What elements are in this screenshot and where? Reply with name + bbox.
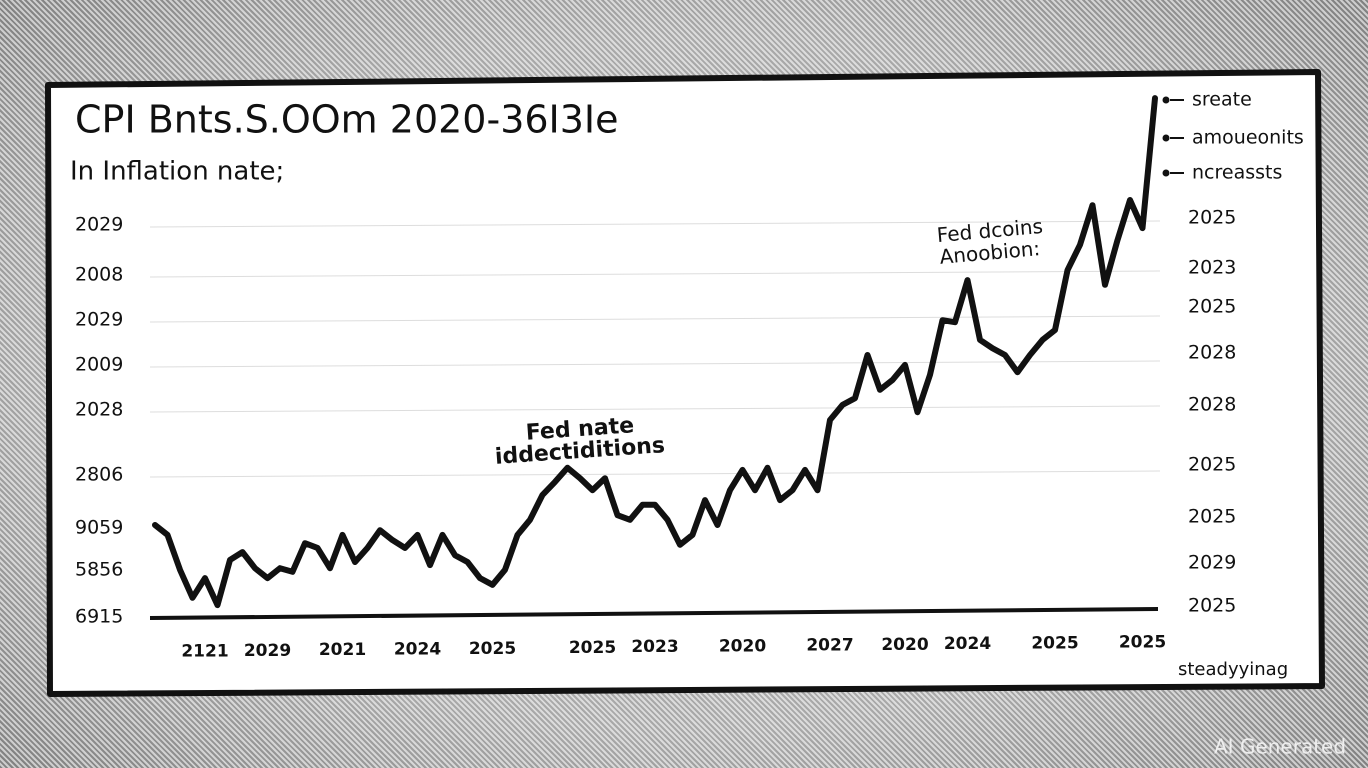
- data-line: [152, 95, 1158, 609]
- x-tick-label: 2025: [569, 638, 616, 658]
- y-axis-label: 2009: [75, 354, 123, 376]
- legend-marker: [1162, 96, 1170, 104]
- x-tick-label: 2025: [1119, 633, 1166, 653]
- legend-label: amoueonits: [1192, 127, 1304, 149]
- x-tick-label: 2020: [719, 636, 766, 656]
- grid-line: [149, 405, 1161, 413]
- legend-marker: [1162, 169, 1170, 177]
- x-tick-label: 2029: [244, 641, 291, 661]
- y2-axis-label: 2025: [1188, 454, 1236, 476]
- x-tick-label: 2025: [1031, 633, 1078, 653]
- legend-marker: [1162, 134, 1170, 142]
- grid-line: [149, 315, 1161, 323]
- x-tick-label: 2027: [806, 636, 853, 656]
- baseline: [149, 607, 1159, 620]
- y-axis-label: 2806: [75, 464, 123, 486]
- y2-axis-label: 2025: [1188, 207, 1236, 229]
- grid-line: [149, 470, 1161, 478]
- y2-axis-label: 2023: [1188, 257, 1236, 279]
- y2-axis-label: 2028: [1188, 342, 1236, 364]
- y-axis-label: 2029: [75, 309, 123, 331]
- y2-axis-label: 2025: [1188, 296, 1236, 318]
- x-tick-label: 2121: [181, 642, 228, 662]
- card: [45, 69, 1325, 697]
- x-tick-label: 2021: [319, 640, 366, 660]
- y2-axis-label: 2028: [1188, 394, 1236, 416]
- y-axis-label: 5856: [75, 559, 123, 581]
- y-axis-label: 2008: [75, 264, 123, 286]
- chart-title: CPI Bnts.S.OOm 2020-36I3Ie: [75, 98, 619, 142]
- legend-label: ncreassts: [1192, 162, 1282, 184]
- chart-subtitle: In Inflation nate;: [70, 157, 284, 187]
- x-tick-label: 2024: [944, 634, 991, 654]
- credit: steadyyinag: [1178, 659, 1288, 680]
- grid-line: [149, 270, 1161, 278]
- x-tick-label: 2023: [631, 637, 678, 657]
- legend-label: sreate: [1192, 89, 1252, 111]
- x-tick-label: 2025: [469, 639, 516, 659]
- x-tick-label: 2020: [881, 635, 928, 655]
- grid-line: [149, 220, 1161, 228]
- y-axis-label: 2028: [75, 399, 123, 421]
- y2-axis-label: 2029: [1188, 552, 1236, 574]
- x-tick-label: 2024: [394, 639, 441, 659]
- y-axis-label: 2029: [75, 214, 123, 236]
- y2-axis-label: 2025: [1188, 595, 1236, 617]
- watermark: AI Generated: [1214, 735, 1346, 759]
- grid-line: [149, 360, 1161, 368]
- y-axis-label: 9059: [75, 517, 123, 539]
- y-axis-label: 6915: [75, 606, 123, 628]
- y2-axis-label: 2025: [1188, 506, 1236, 528]
